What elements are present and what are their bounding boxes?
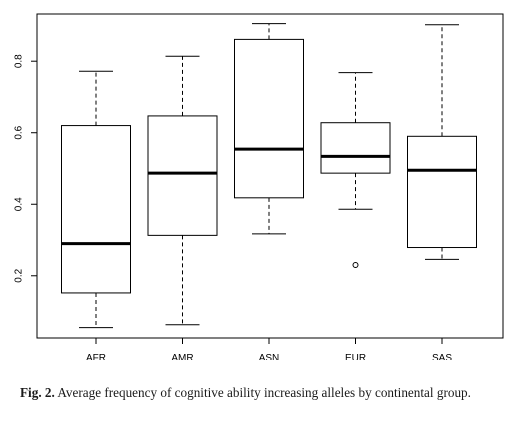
- y-tick-label: 0.4: [14, 197, 25, 211]
- box-iqr: [407, 135, 477, 249]
- box-amr: [147, 55, 218, 326]
- x-tick-label: SAS: [432, 353, 452, 360]
- box-afr: [61, 70, 131, 329]
- box-plot-chart: 0.2 0.4 0.6 0.8 AFR AMR ASN EUR SAS: [14, 13, 504, 360]
- plot-frame: [36, 13, 504, 339]
- caption-label: Fig. 2.: [20, 385, 55, 400]
- y-axis: 0.2 0.4 0.6 0.8: [14, 54, 37, 283]
- box-iqr: [234, 38, 304, 199]
- y-tick-label: 0.6: [14, 125, 25, 139]
- box-eur: [320, 72, 391, 269]
- boxes-group: [61, 23, 477, 329]
- x-tick-label: ASN: [259, 353, 280, 360]
- box-sas: [407, 24, 477, 260]
- box-asn: [234, 23, 304, 235]
- y-tick-label: 0.8: [14, 54, 25, 68]
- box-iqr: [320, 122, 391, 174]
- box-iqr: [147, 115, 218, 236]
- y-tick-label: 0.2: [14, 268, 25, 282]
- x-tick-label: AMR: [171, 353, 193, 360]
- box-iqr: [61, 125, 131, 294]
- figure-caption: Fig. 2. Average frequency of cognitive a…: [20, 385, 510, 401]
- x-tick-label: AFR: [86, 353, 106, 360]
- caption-text: Average frequency of cognitive ability i…: [54, 385, 471, 400]
- outlier-point: [352, 262, 359, 269]
- x-tick-label: EUR: [345, 353, 366, 360]
- x-axis: AFR AMR ASN EUR SAS: [86, 338, 452, 360]
